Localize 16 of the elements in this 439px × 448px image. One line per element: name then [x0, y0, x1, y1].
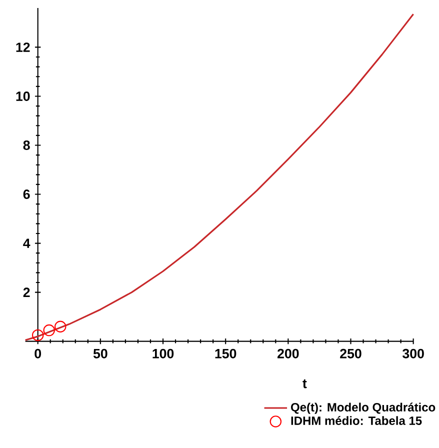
- x-tick-label: 100: [152, 348, 174, 358]
- legend-label: IDHM médio: Tabela 15: [291, 416, 422, 425]
- x-tick-label: 150: [215, 348, 236, 358]
- y-tick-label: 2: [24, 288, 30, 297]
- y-tick-label: 8: [23, 140, 30, 150]
- y-tick-label: 6: [24, 190, 30, 199]
- x-axis-title: t: [302, 379, 307, 388]
- y-tick-label: 12: [16, 42, 30, 52]
- legend-label: Qe(t): Modelo Quadrático: [291, 402, 436, 414]
- x-tick-label: 50: [94, 348, 108, 358]
- y-tick-label: 10: [16, 92, 30, 101]
- x-tick-label: 200: [278, 348, 299, 358]
- y-tick-label: 4: [23, 238, 30, 248]
- x-tick-label: 0: [34, 348, 42, 358]
- x-tick-label: 300: [402, 348, 424, 358]
- x-tick-label: 250: [340, 348, 362, 358]
